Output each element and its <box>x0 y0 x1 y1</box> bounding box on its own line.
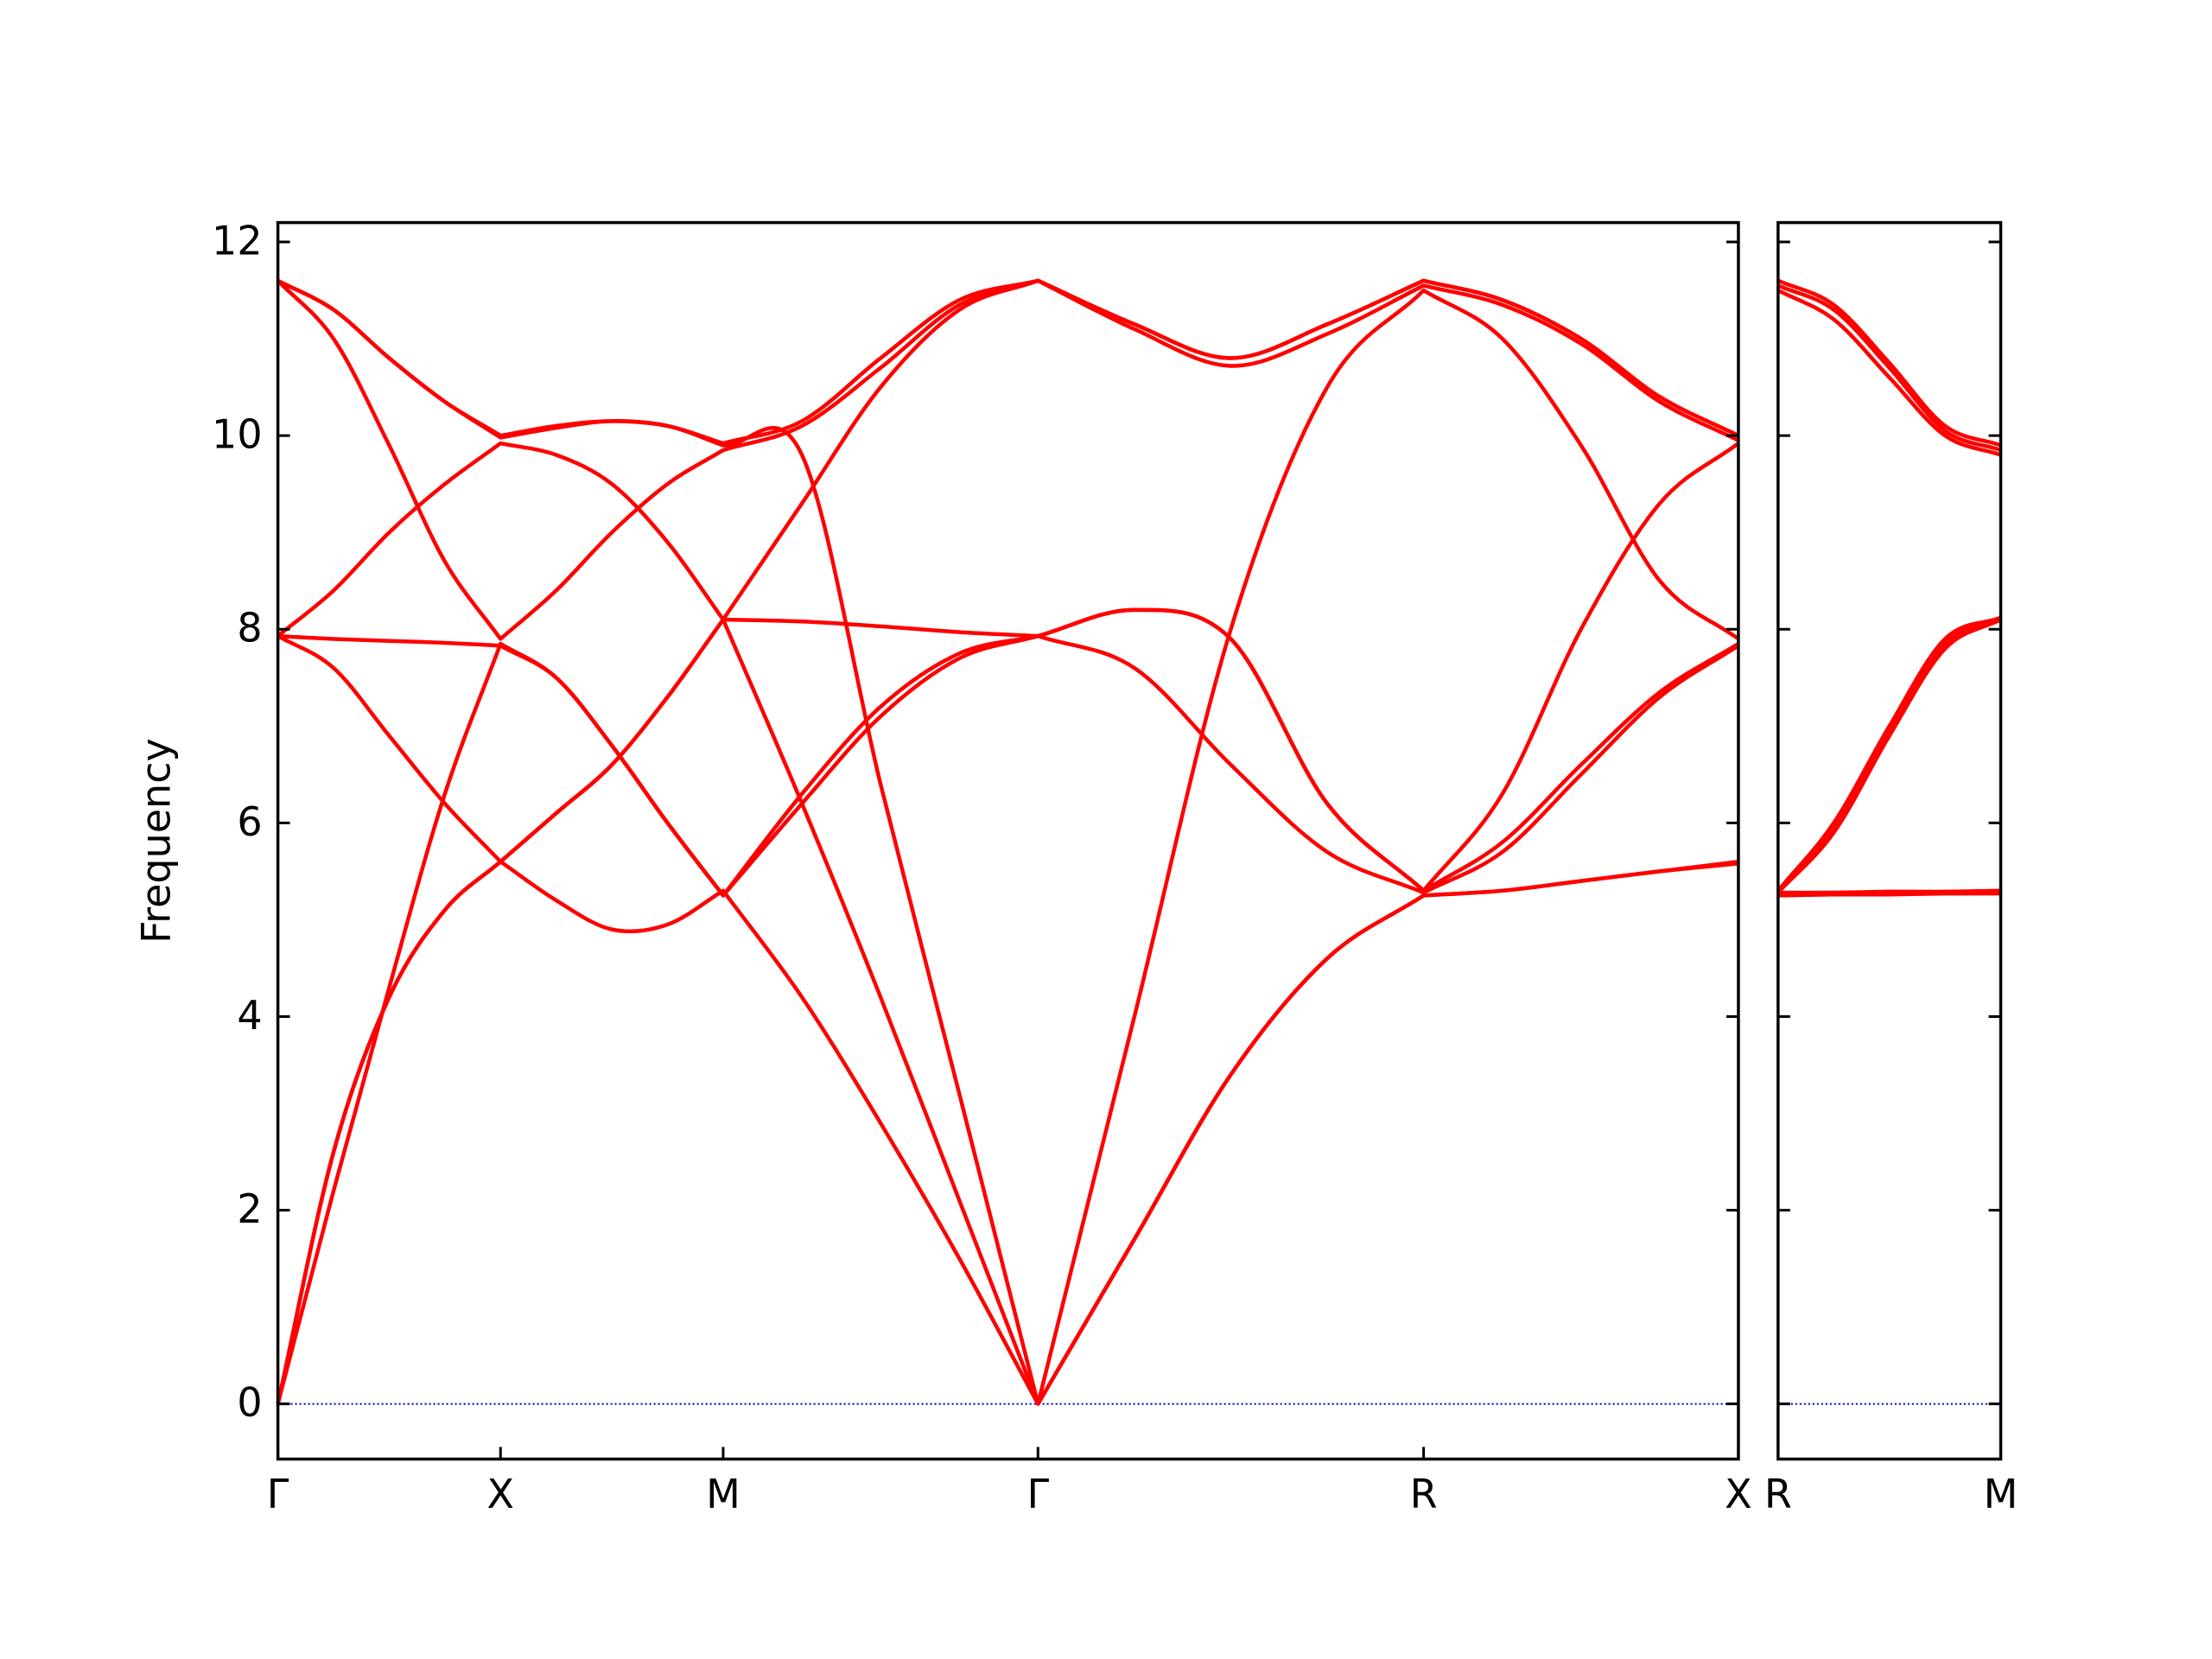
plot-frame <box>276 220 1740 1461</box>
y-tick-label: 6 <box>237 798 262 845</box>
x-tick-label: Γ <box>1027 1471 1049 1517</box>
x-tick-label: M <box>706 1471 741 1517</box>
band-line <box>277 607 1740 898</box>
band-line <box>1777 278 2002 448</box>
band-line <box>276 278 1739 641</box>
y-tick-label: 10 <box>212 411 263 458</box>
y-tick-label: 2 <box>237 1185 262 1232</box>
band-line <box>276 278 1739 446</box>
band-line <box>276 278 1739 638</box>
band-line <box>1777 618 2002 894</box>
plot-frame <box>1777 220 2003 1461</box>
y-tick-label: 0 <box>237 1379 262 1426</box>
x-tick-label: R <box>1410 1471 1438 1517</box>
band-line <box>1777 289 2002 457</box>
band-line <box>276 617 1739 1406</box>
band-line <box>276 278 1740 1406</box>
band-line <box>1777 615 2002 893</box>
band-line <box>276 442 1740 1405</box>
x-tick-label: R <box>1764 1471 1792 1517</box>
x-tick-label: X <box>487 1471 515 1517</box>
y-tick-label: 4 <box>237 992 262 1039</box>
x-tick-label: Γ <box>267 1471 289 1517</box>
y-tick-label: 8 <box>237 605 262 652</box>
band-line <box>1777 283 2002 453</box>
band-line <box>276 633 1740 1405</box>
band-line <box>1777 617 2002 893</box>
x-tick-label: X <box>1725 1471 1752 1517</box>
y-tick-label: 12 <box>212 218 263 264</box>
x-tick-label: M <box>1984 1471 2018 1517</box>
band-line <box>1777 888 2001 895</box>
y-axis-label: Frequency <box>133 738 180 944</box>
